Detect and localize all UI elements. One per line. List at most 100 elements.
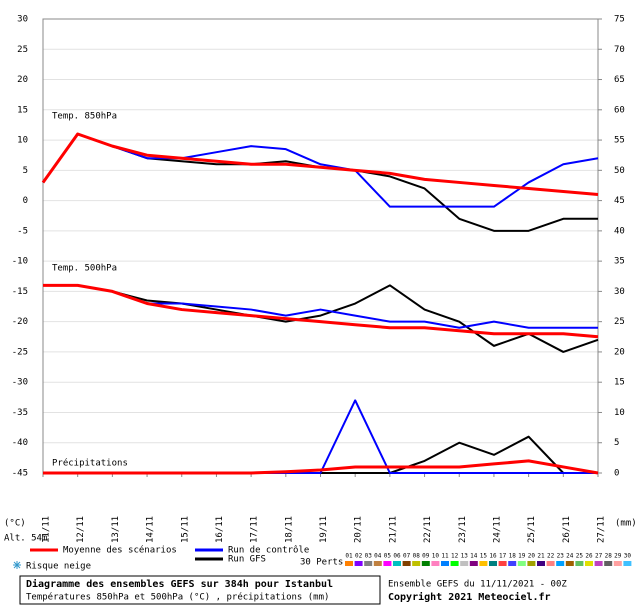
pert-swatch <box>604 561 613 566</box>
pert-swatch <box>489 561 497 566</box>
series-line <box>43 459 599 475</box>
pert-swatch <box>546 561 555 566</box>
series-line <box>43 283 599 339</box>
pert-label: 29 <box>614 553 622 560</box>
pert-swatch <box>354 561 363 566</box>
pert-label: 18 <box>509 553 517 560</box>
x-tick-label: 19/11 <box>319 516 329 543</box>
pert-swatch <box>498 561 507 566</box>
y-tick-label: -35 <box>12 408 28 418</box>
pert-label: 26 <box>585 553 593 560</box>
pert-label: 08 <box>413 553 421 560</box>
pert-swatch <box>517 561 526 566</box>
perts-label: 30 Perts. <box>300 558 349 568</box>
y-tick-label: 5 <box>23 166 28 176</box>
pert-label: 21 <box>537 553 545 560</box>
pert-label: 12 <box>451 553 459 560</box>
pert-swatch <box>537 561 545 566</box>
pert-swatch <box>613 561 622 566</box>
x-tick-label: 24/11 <box>492 516 502 543</box>
x-tick-label: 25/11 <box>527 516 537 543</box>
y2-tick-label: 25 <box>614 317 625 327</box>
y2-tick-label: 55 <box>614 136 625 146</box>
y-tick-label: 0 <box>23 196 28 206</box>
plot-frame <box>42 18 599 474</box>
y2-tick-label: 45 <box>614 196 625 206</box>
y-tick-label: -20 <box>12 317 28 327</box>
legend-label: Moyenne des scénarios <box>63 545 177 556</box>
pert-swatch <box>383 561 392 566</box>
pert-label: 09 <box>422 553 430 560</box>
y-tick-label: -10 <box>12 257 28 267</box>
pert-label: 22 <box>547 553 555 560</box>
pert-swatch <box>623 561 632 566</box>
snow-label: Risque neige <box>26 562 91 572</box>
y-tick-label: 10 <box>17 136 28 146</box>
y-tick-label: 15 <box>17 105 28 115</box>
y2-tick-label: 5 <box>614 438 619 448</box>
info-box <box>19 575 381 605</box>
x-tick-label: 17/11 <box>250 516 260 543</box>
pert-label: 11 <box>441 553 449 560</box>
pert-label: 20 <box>528 553 536 560</box>
pert-label: 19 <box>518 553 526 560</box>
y2-unit: (mm) <box>615 519 637 529</box>
pert-swatch <box>364 561 373 566</box>
y2-tick-label: 75 <box>614 15 625 25</box>
pert-swatch <box>431 561 440 566</box>
pert-label: 30 <box>624 553 632 560</box>
x-tick-label: 16/11 <box>215 516 225 543</box>
pert-swatch <box>412 561 421 566</box>
y-tick-label: 20 <box>17 75 28 85</box>
y2-tick-label: 35 <box>614 257 625 267</box>
legend-label: Run GFS <box>228 555 266 565</box>
pert-label: 13 <box>461 553 469 560</box>
panel-label: Précipitations <box>52 458 128 469</box>
y-tick-label: -25 <box>12 347 28 357</box>
y-tick-label: -45 <box>12 469 28 479</box>
y-tick-label: -15 <box>12 287 28 297</box>
pert-label: 02 <box>355 553 363 560</box>
pert-swatch <box>575 561 584 566</box>
x-tick-label: 26/11 <box>562 516 572 543</box>
x-tick-label: 11/11 <box>42 516 52 543</box>
pert-swatch <box>469 561 478 566</box>
pert-label: 23 <box>557 553 565 560</box>
y2-tick-label: 20 <box>614 347 625 357</box>
pert-label: 25 <box>576 553 584 560</box>
pert-swatch <box>421 561 430 566</box>
y-unit: (°C) <box>4 519 26 529</box>
pert-swatch <box>565 561 574 566</box>
pert-label: 15 <box>480 553 488 560</box>
pert-swatch <box>393 561 401 566</box>
x-tick-label: 12/11 <box>76 516 86 543</box>
x-tick-label: 20/11 <box>354 516 364 543</box>
altitude: Alt. 54m <box>4 534 47 544</box>
pert-swatch <box>479 561 488 566</box>
legend-label: Run de contrôle <box>228 545 309 556</box>
subtitle: Températures 850hPa et 500hPa (°C) , pré… <box>26 592 329 603</box>
pert-label: 16 <box>489 553 497 560</box>
x-tick-label: 27/11 <box>597 516 607 543</box>
panel-label: Temp. 850hPa <box>52 112 117 122</box>
pert-label: 17 <box>499 553 507 560</box>
pert-label: 06 <box>393 553 401 560</box>
pert-swatch <box>556 561 565 566</box>
run-label: Ensemble GEFS du 11/11/2021 - 00Z <box>388 580 567 590</box>
series-line <box>43 284 599 353</box>
pert-swatch <box>460 561 469 566</box>
y2-tick-label: 70 <box>614 45 625 55</box>
pert-swatch <box>527 561 536 566</box>
series-line <box>42 133 599 208</box>
y2-tick-label: 30 <box>614 287 625 297</box>
y2-tick-label: 0 <box>614 469 619 479</box>
pert-label: 14 <box>470 553 478 560</box>
x-tick-label: 15/11 <box>180 516 190 543</box>
y2-tick-label: 50 <box>614 166 625 176</box>
x-tick-label: 22/11 <box>423 516 433 543</box>
y2-tick-label: 60 <box>614 105 625 115</box>
pert-swatch <box>450 561 459 566</box>
pert-label: 27 <box>595 553 603 560</box>
